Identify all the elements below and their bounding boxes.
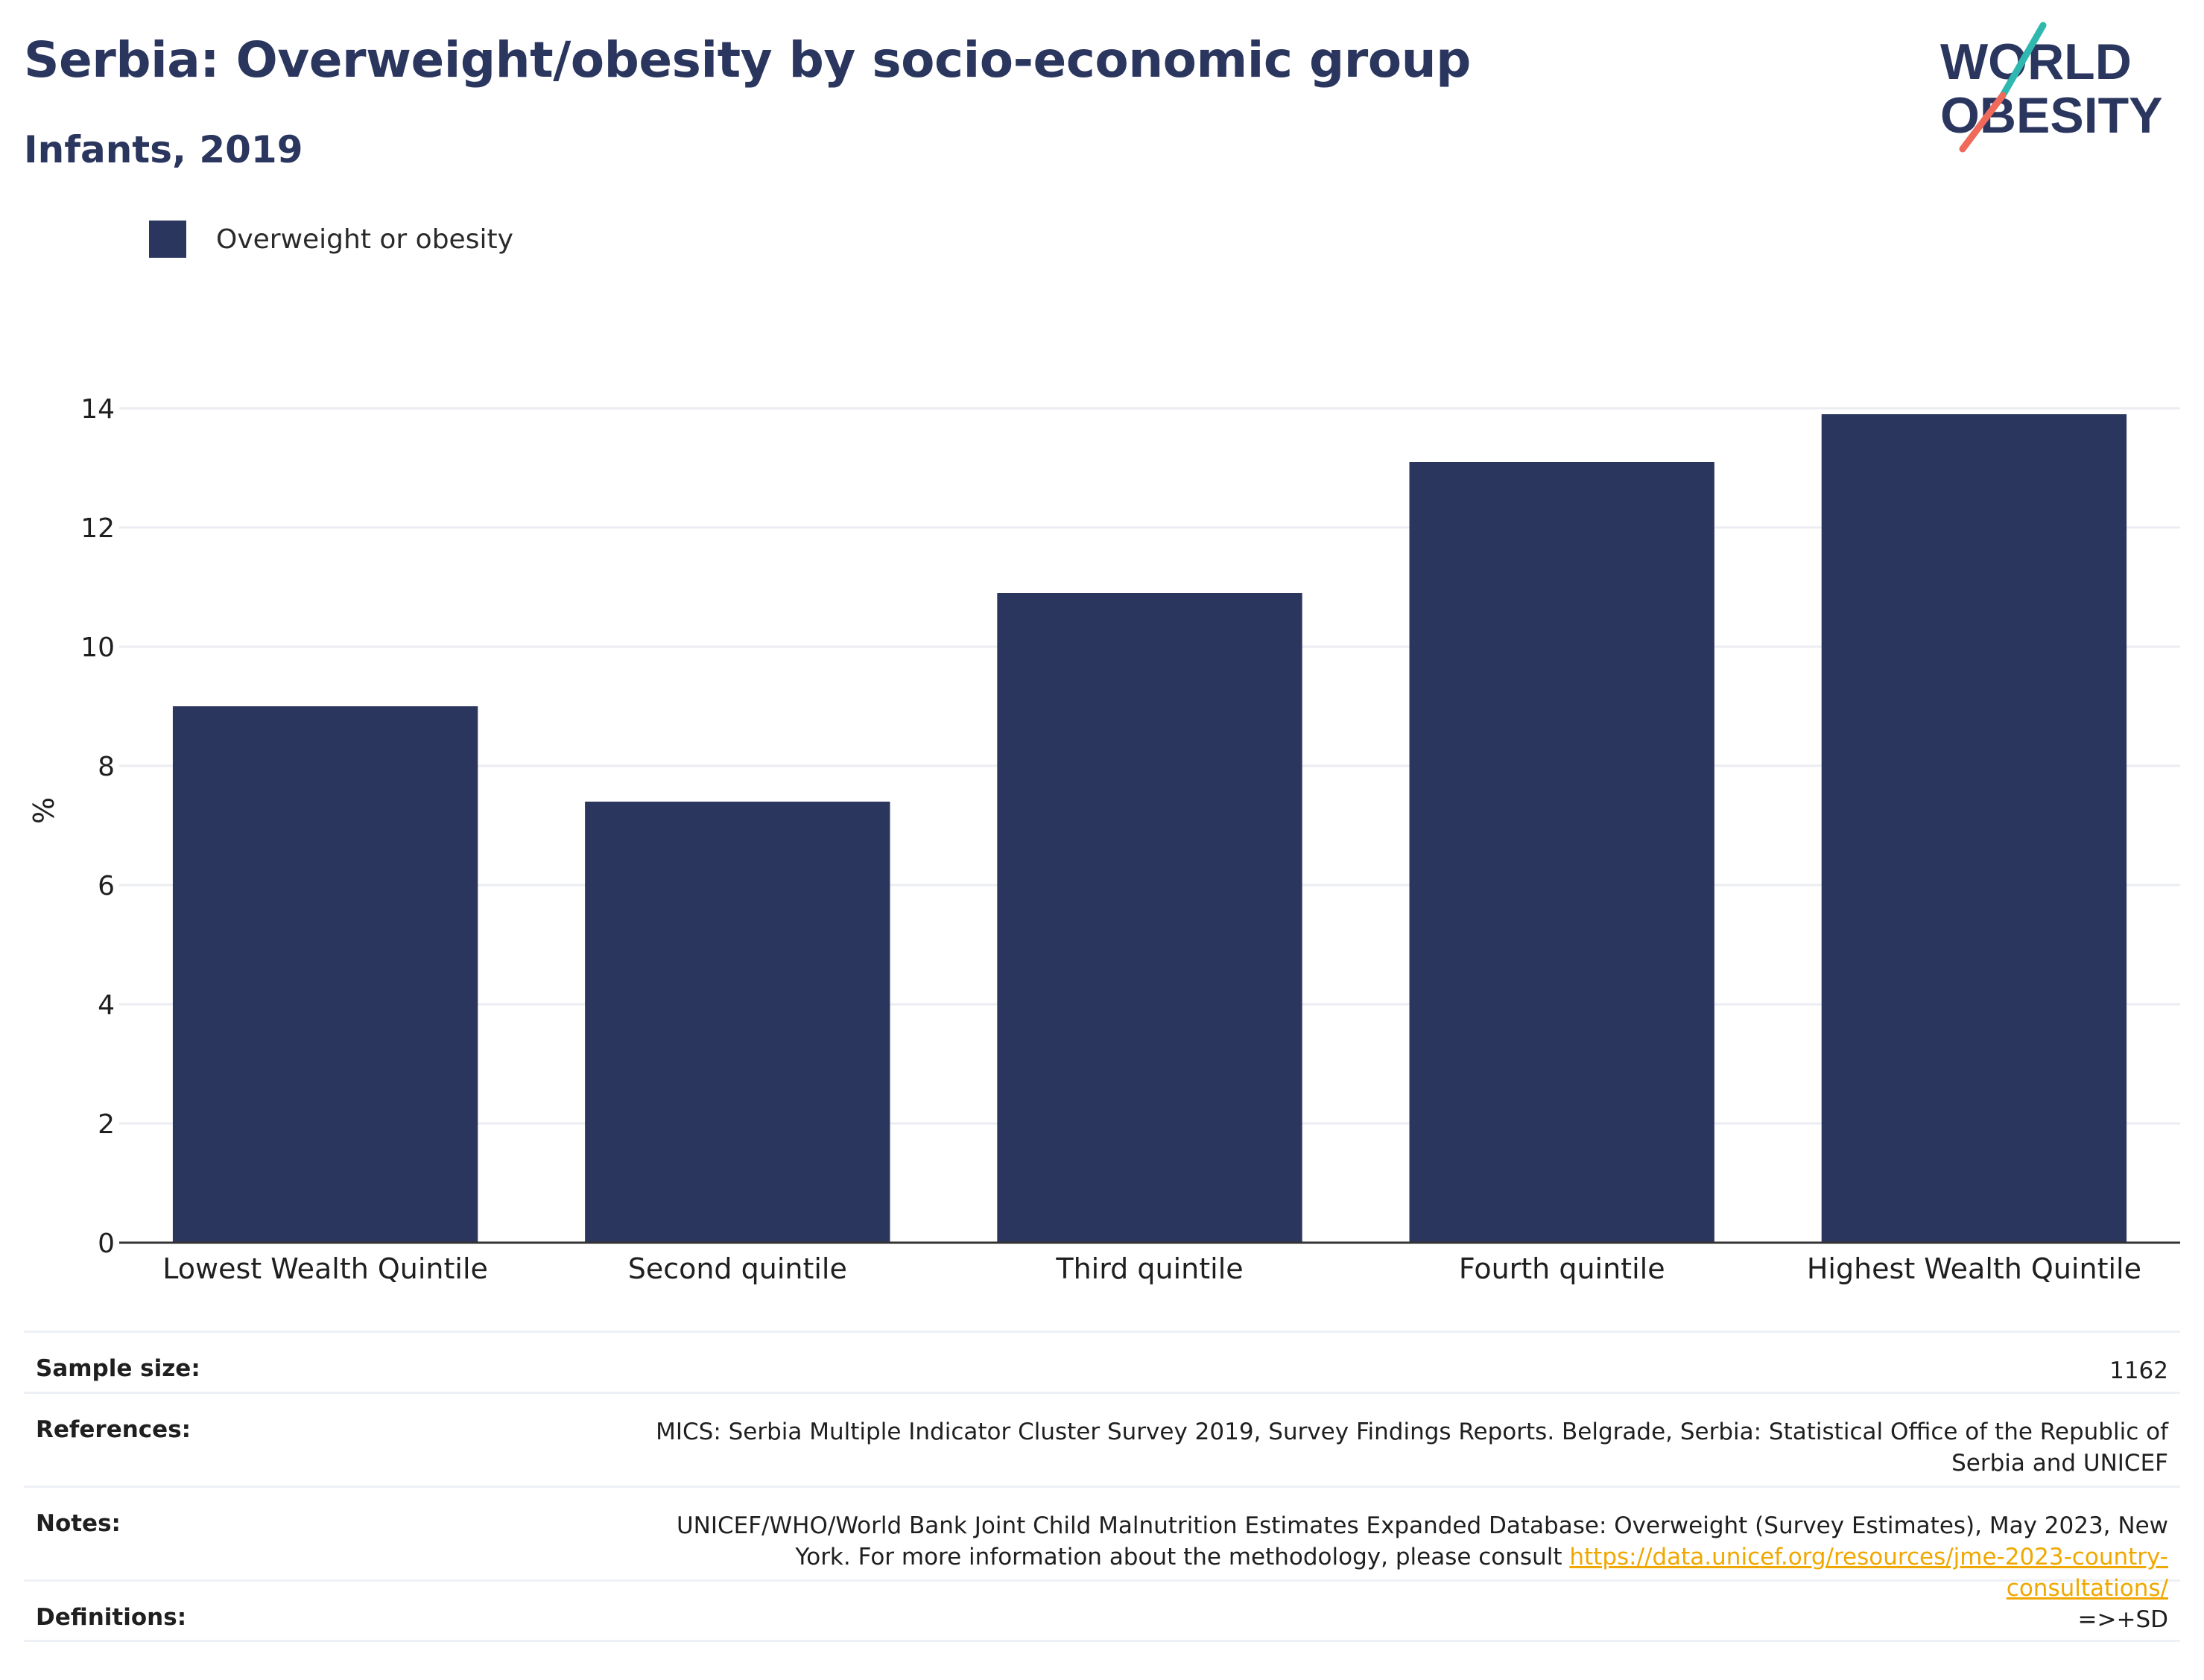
notes-text: UNICEF/WHO/World Bank Joint Child Malnut…: [676, 1512, 2168, 1570]
references-value: MICS: Serbia Multiple Indicator Cluster …: [656, 1419, 2168, 1477]
x-tick-label: Fourth quintile: [1459, 1252, 1665, 1285]
chart-subtitle: Infants, 2019: [24, 128, 303, 171]
y-tick-label: 10: [80, 633, 115, 663]
x-tick-label: Lowest Wealth Quintile: [162, 1252, 488, 1285]
chart-title: Serbia: Overweight/obesity by socio-econ…: [24, 31, 1471, 89]
references-label: References:: [36, 1416, 191, 1443]
bar-fourth-quintile[interactable]: [1409, 462, 1714, 1243]
notes-label: Notes:: [36, 1510, 121, 1537]
references-row: References: MICS: Serbia Multiple Indica…: [24, 1392, 2180, 1486]
notes-row: Notes: UNICEF/WHO/World Bank Joint Child…: [24, 1486, 2180, 1602]
y-tick-label: 0: [98, 1229, 115, 1259]
sample-size-label: Sample size:: [36, 1355, 200, 1382]
sample-size-row: Sample size: 1162: [24, 1331, 2180, 1392]
bar-chart: 0 2 4 6 8 10 12 14 Lowest Wealth Quintile Second…: [28, 394, 2180, 1285]
logo-slash-top: [1999, 22, 2047, 99]
y-tick-label: 4: [98, 990, 115, 1021]
y-tick-label: 2: [98, 1109, 115, 1140]
definitions-label: Definitions:: [36, 1604, 187, 1631]
legend[interactable]: Overweight or obesity: [149, 221, 513, 258]
x-tick-label: Third quintile: [1055, 1252, 1243, 1285]
bar-third-quintile[interactable]: [997, 593, 1302, 1243]
definitions-value: =>+SD: [2077, 1606, 2168, 1633]
world-obesity-logo: WORLD OBESITY: [1940, 22, 2163, 153]
notes-value: UNICEF/WHO/World Bank Joint Child Malnut…: [641, 1510, 2168, 1604]
y-axis-label: %: [28, 797, 60, 824]
sample-size-value: 1162: [2109, 1357, 2168, 1384]
definitions-row: Definitions: =>+SD: [24, 1579, 2180, 1642]
y-tick-label: 14: [80, 394, 115, 425]
y-tick-label: 6: [98, 871, 115, 901]
logo-slash-bottom: [1959, 92, 2007, 153]
y-tick-label: 12: [80, 513, 115, 544]
legend-label: Overweight or obesity: [216, 224, 513, 255]
y-axis-ticks: 0 2 4 6 8 10 12 14: [80, 394, 115, 1259]
bar-highest-wealth-quintile[interactable]: [1821, 414, 2127, 1243]
legend-swatch: [149, 221, 186, 258]
x-tick-label: Highest Wealth Quintile: [1807, 1252, 2141, 1285]
x-axis-ticks: Lowest Wealth Quintile Second quintile Thi…: [162, 1252, 2141, 1285]
bars: [172, 414, 2127, 1243]
bar-second-quintile[interactable]: [585, 802, 890, 1243]
notes-link[interactable]: https://data.unicef.org/resources/jme-20…: [1569, 1544, 2168, 1602]
bar-lowest-wealth-quintile[interactable]: [172, 706, 478, 1243]
y-tick-label: 8: [98, 752, 115, 782]
info-table: Sample size: 1162 References: MICS: Serb…: [24, 1331, 2180, 1642]
x-tick-label: Second quintile: [628, 1252, 847, 1285]
